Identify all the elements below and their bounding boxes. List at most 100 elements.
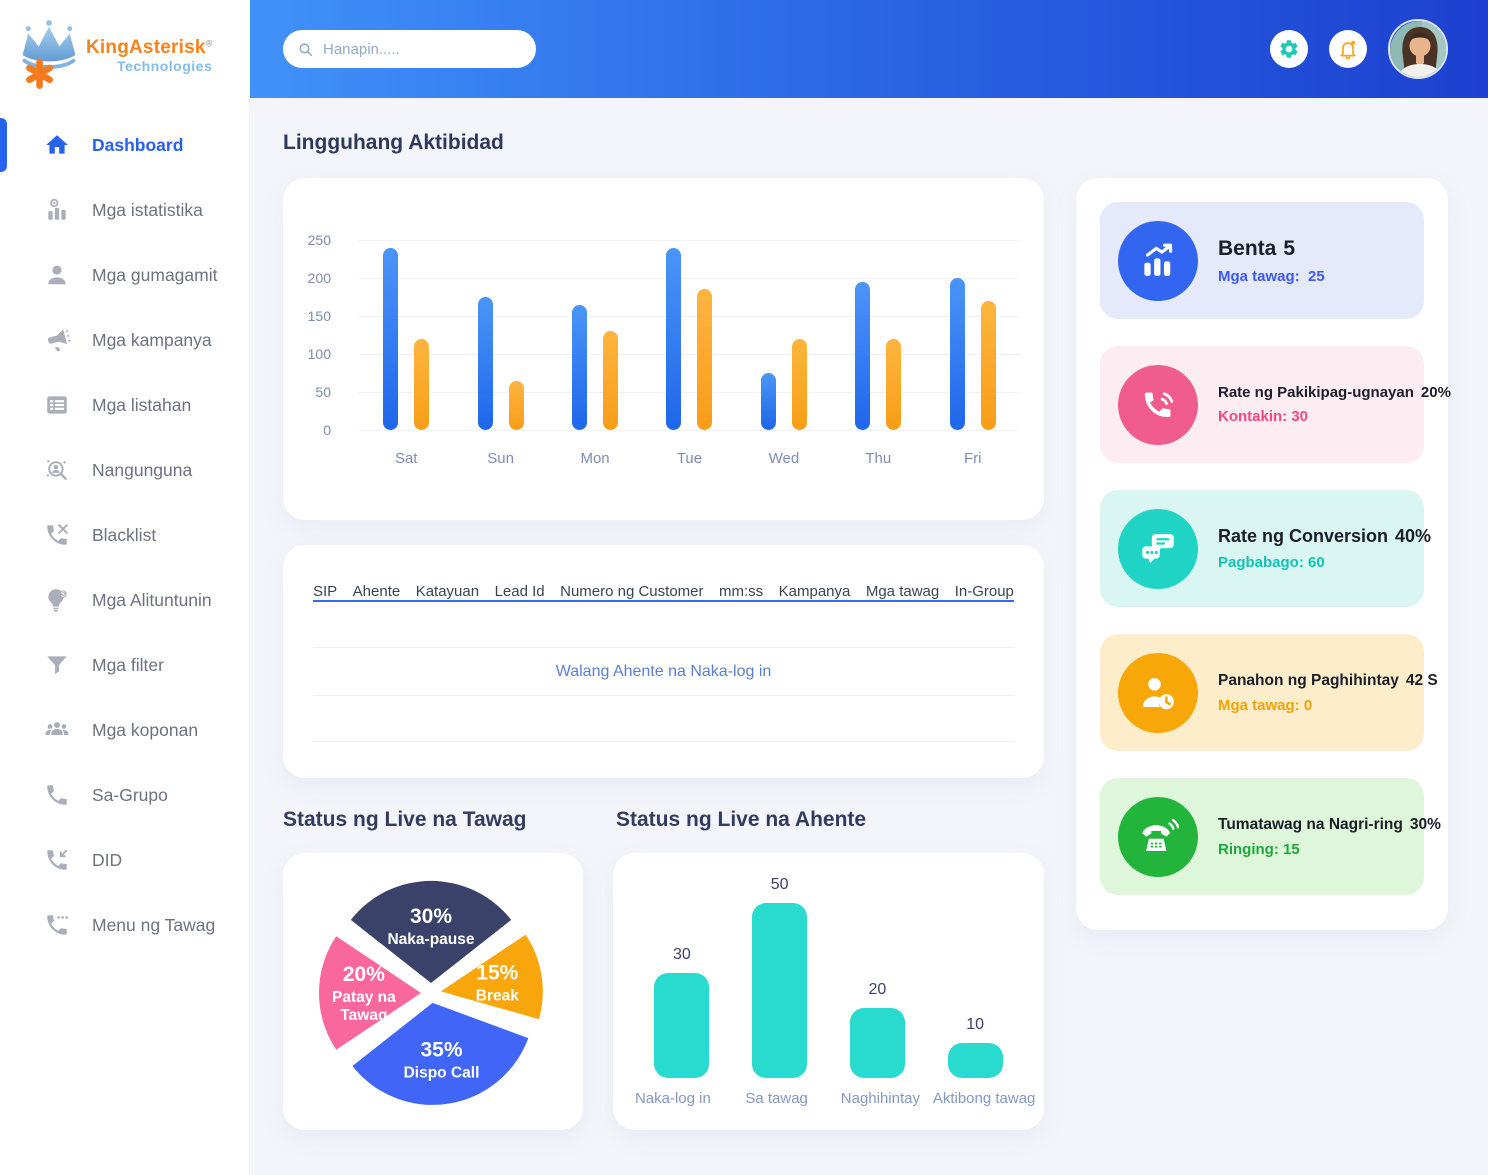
table-header: Mga tawag — [865, 583, 940, 600]
filter-icon — [44, 652, 70, 678]
pie-slice-label: 30% Naka-pause — [387, 905, 474, 948]
table-header-row: SIP Ahente Katayuan Lead Id Numero ng Cu… — [313, 545, 1014, 602]
pie-slice — [440, 934, 543, 1020]
search-input-wrapper[interactable] — [283, 30, 536, 68]
stats-icon — [44, 197, 70, 223]
day-label: Sun — [487, 450, 514, 467]
stat-text: Panahon ng Paghihintay 42 S Mga tawag: 0 — [1218, 672, 1438, 714]
table-header: SIP — [313, 583, 338, 600]
agent-bar — [654, 973, 710, 1078]
agent-category-label: Naka-log in — [634, 1090, 711, 1107]
home-icon — [44, 132, 70, 158]
sidebar-item-stats[interactable]: Mga istatistika — [0, 185, 249, 235]
telephone-ring-icon — [1118, 796, 1198, 877]
series-orange-bar — [414, 339, 430, 430]
agent-category-label: Sa tawag — [745, 1090, 808, 1107]
weekly-bars — [359, 240, 1020, 430]
svg-text:$: $ — [61, 591, 65, 598]
sidebar-item-teams[interactable]: Mga koponan — [0, 705, 249, 755]
sidebar-item-lists[interactable]: Mga listahan — [0, 380, 249, 430]
live-agent-chart-panel: 30 50 20 10 Naka-log in Sa tawag Naghihintay A… — [613, 853, 1044, 1130]
pie-slice — [350, 880, 512, 983]
sidebar-item-blacklist[interactable]: Blacklist — [0, 510, 249, 560]
series-orange-bar — [886, 339, 902, 430]
sidebar-item-campaigns[interactable]: Mga kampanya — [0, 315, 249, 365]
stat-title: Benta 5 — [1218, 236, 1296, 260]
series-blue-bar — [477, 297, 493, 430]
agent-category-label: Aktibong tawag — [932, 1090, 1036, 1107]
day-label: Thu — [865, 450, 892, 467]
weekly-activity-chart — [359, 240, 1020, 431]
series-orange-bar — [791, 339, 807, 430]
user-avatar[interactable] — [1388, 19, 1448, 79]
weekly-days: Sat Sun Mon Tue Wed Thu Fri — [359, 450, 1020, 467]
search-icon — [299, 42, 312, 56]
pie-slice-label: 20% Patay na Tawag — [332, 963, 396, 1024]
sidebar-item-dashboard[interactable]: Dashboard — [0, 118, 249, 172]
stat-title: Panahon ng Paghihintay 42 S — [1218, 671, 1438, 689]
table-header: Lead Id — [494, 583, 545, 600]
series-orange-bar — [980, 301, 996, 430]
pie-slice — [318, 936, 421, 1050]
page-title: Lingguhang Aktibidad — [283, 131, 504, 154]
stat-subtitle: Ringing: 15 — [1218, 840, 1300, 858]
stat-text: Rate ng Conversion 40% Pagbabago: 60 — [1218, 526, 1431, 571]
sidebar-item-filters[interactable]: Mga filter — [0, 640, 249, 690]
search-input[interactable] — [323, 40, 522, 58]
sidebar-item-did[interactable]: DID — [0, 835, 249, 885]
stat-card-contact-rate: Rate ng Pakikipag-ugnayan 20% Kontakin: 3… — [1100, 346, 1451, 463]
stat-card-conversion-rate: Rate ng Conversion 40% Pagbabago: 60 — [1100, 490, 1431, 607]
stat-subtitle: Mga tawag: 0 — [1218, 696, 1313, 714]
logo: KingAsterisk® Technologies — [0, 0, 249, 102]
phone-menu-icon — [44, 912, 70, 938]
stat-text: Tumatawag na Nagri-ring 30% Ringing: 15 — [1218, 816, 1441, 858]
sidebar-item-call-menu[interactable]: Menu ng Tawag — [0, 900, 249, 950]
main-content: Lingguhang Aktibidad 0 50 100 150 200 250 Sat… — [250, 98, 1488, 1175]
sidebar-item-rules[interactable]: $ Mga Alituntunin — [0, 575, 249, 625]
series-orange-bar — [697, 289, 713, 430]
active-indicator — [0, 118, 7, 172]
sidebar-item-users[interactable]: Mga gumagamit — [0, 250, 249, 300]
series-blue-bar — [572, 305, 588, 430]
user-icon — [44, 262, 70, 288]
live-agent-status-title: Status ng Live na Ahente — [616, 808, 867, 831]
megaphone-icon — [44, 327, 71, 353]
series-blue-bar — [760, 373, 776, 430]
agent-bar — [849, 1008, 905, 1078]
logo-name: KingAsterisk — [86, 36, 206, 58]
settings-button[interactable] — [1270, 30, 1308, 68]
notifications-button[interactable] — [1329, 30, 1367, 68]
stat-subtitle: Kontakin: 30 — [1218, 408, 1309, 425]
crown-logo-icon — [22, 20, 76, 89]
agent-bar-value: 30 — [672, 946, 691, 963]
agent-categories: Naka-log in Sa tawag Naghihintay Aktibong t… — [621, 1090, 1036, 1107]
sidebar-item-ingroup[interactable]: Sa-Grupo — [0, 770, 249, 820]
table-header: In-Group — [954, 583, 1014, 600]
sidebar: KingAsterisk® Technologies Dashboard Mga… — [0, 0, 250, 1175]
pie-slice-label: 15% Break — [476, 962, 519, 1005]
stat-card-wait-time: Panahon ng Paghihintay 42 S Mga tawag: 0 — [1100, 634, 1438, 751]
series-orange-bar — [508, 381, 524, 430]
bell-icon — [1340, 40, 1356, 60]
sales-growth-icon — [1118, 220, 1198, 301]
day-label: Wed — [768, 450, 800, 467]
pie-slice — [352, 1002, 529, 1105]
table-header: mm:ss — [718, 583, 764, 600]
stat-title: Rate ng Pakikipag-ugnayan 20% — [1218, 384, 1451, 401]
phone-volume-icon — [1118, 364, 1198, 445]
series-blue-bar — [666, 248, 682, 430]
live-call-status-title: Status ng Live na Tawag — [283, 808, 527, 831]
avatar-photo — [1390, 21, 1446, 77]
sidebar-item-top[interactable]: Nangunguna — [0, 445, 249, 495]
stat-text: Benta 5 Mga tawag: 25 — [1218, 237, 1325, 285]
stat-text: Rate ng Pakikipag-ugnayan 20% Kontakin: 3… — [1218, 384, 1451, 425]
logo-text: KingAsterisk® Technologies — [86, 38, 212, 73]
list-icon — [44, 392, 70, 418]
agent-bar-value: 10 — [966, 1016, 985, 1033]
series-blue-bar — [949, 278, 965, 430]
sidebar-nav: Dashboard Mga istatistika Mga gumagamit — [0, 118, 249, 950]
stat-title: Rate ng Conversion 40% — [1218, 526, 1432, 546]
header-actions — [1270, 19, 1448, 79]
